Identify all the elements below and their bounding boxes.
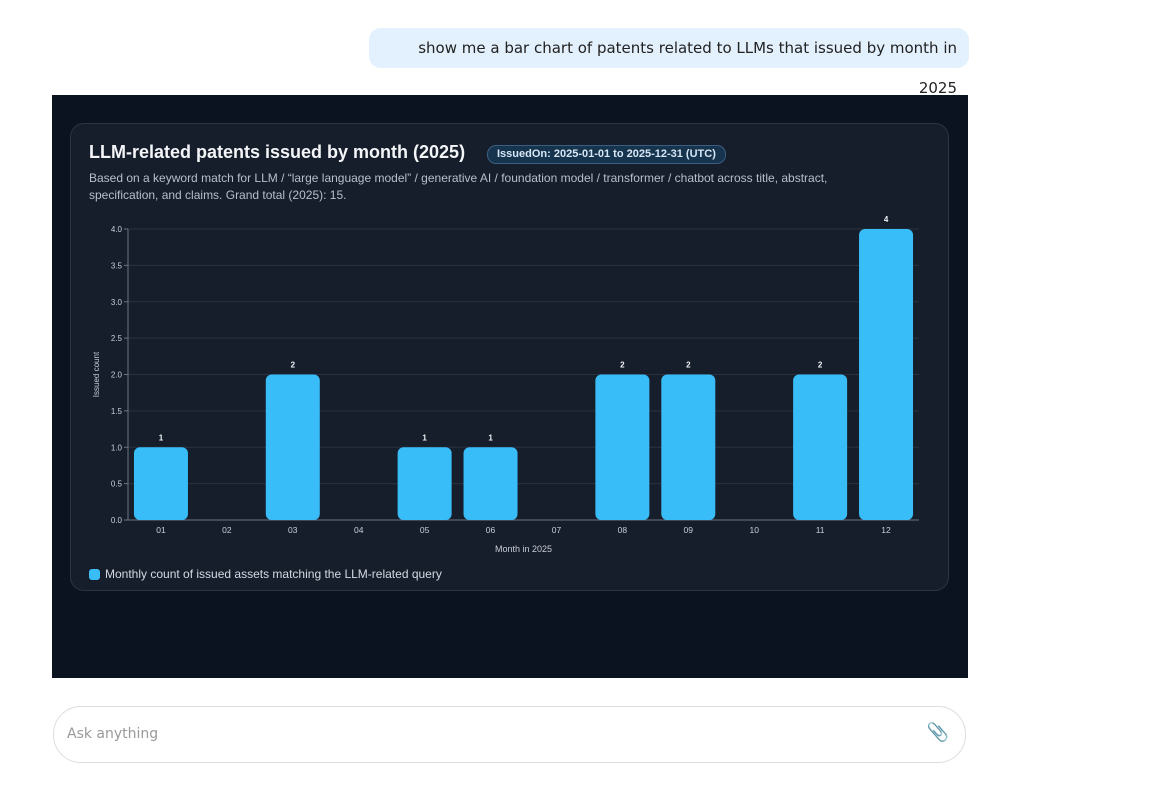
- x-tick-label: 10: [749, 525, 759, 535]
- data-label: 1: [422, 433, 427, 442]
- x-tick-label: 09: [684, 525, 694, 535]
- x-tick-label: 03: [288, 525, 298, 535]
- y-tick-label: 3.5: [111, 261, 123, 270]
- chart-card: LLM-related patents issued by month (202…: [70, 123, 949, 591]
- bar[interactable]: [133, 447, 188, 520]
- bar[interactable]: [793, 374, 848, 521]
- y-tick-label: 1.5: [111, 407, 123, 416]
- x-tick-label: 11: [816, 525, 825, 535]
- bar[interactable]: [397, 447, 452, 520]
- x-tick-label: 05: [420, 525, 430, 535]
- data-label: 2: [686, 361, 691, 370]
- data-label: 2: [620, 361, 625, 370]
- y-tick-label: 3.0: [111, 298, 123, 307]
- x-tick-label: 12: [881, 525, 891, 535]
- legend[interactable]: Monthly count of issued assets matching …: [89, 567, 442, 581]
- x-axis-title: Month in 2025: [495, 544, 552, 554]
- chart-panel: LLM-related patents issued by month (202…: [52, 95, 968, 678]
- legend-swatch: [89, 568, 100, 580]
- x-tick-label: 07: [552, 525, 562, 535]
- bar[interactable]: [265, 374, 320, 521]
- chart-description: Based on a keyword match for LLM / “larg…: [89, 171, 828, 202]
- paperclip-icon[interactable]: 📎: [926, 722, 949, 742]
- data-label: 4: [884, 215, 889, 224]
- data-label: 2: [291, 361, 296, 370]
- chart-title: LLM-related patents issued by month (202…: [89, 142, 466, 162]
- y-tick-label: 0.5: [111, 480, 123, 489]
- data-label: 2: [818, 361, 823, 370]
- y-axis-title: Issued count: [92, 351, 101, 397]
- chat-input-placeholder: Ask anything: [67, 726, 159, 742]
- data-label: 1: [159, 433, 164, 442]
- y-tick-label: 0.0: [111, 516, 123, 525]
- bar[interactable]: [859, 229, 914, 520]
- x-tick-label: 04: [354, 525, 364, 535]
- user-message: show me a bar chart of patents related t…: [369, 28, 969, 97]
- y-tick-label: 2.5: [111, 334, 123, 343]
- bar[interactable]: [595, 374, 650, 521]
- y-tick-label: 4.0: [111, 225, 123, 234]
- x-tick-label: 02: [222, 525, 232, 535]
- y-tick-label: 1.0: [111, 443, 123, 452]
- legend-label: Monthly count of issued assets matching …: [105, 567, 442, 581]
- data-label: 1: [488, 433, 493, 442]
- x-tick-label: 01: [156, 525, 166, 535]
- date-range-badge: IssuedOn: 2025-01-01 to 2025-12-31 (UTC): [487, 145, 726, 164]
- x-tick-label: 06: [486, 525, 496, 535]
- bar[interactable]: [463, 447, 518, 520]
- chat-input[interactable]: Ask anything 📎: [53, 706, 966, 763]
- x-tick-label: 08: [618, 525, 628, 535]
- y-tick-label: 2.0: [111, 371, 123, 380]
- bar[interactable]: [661, 374, 716, 521]
